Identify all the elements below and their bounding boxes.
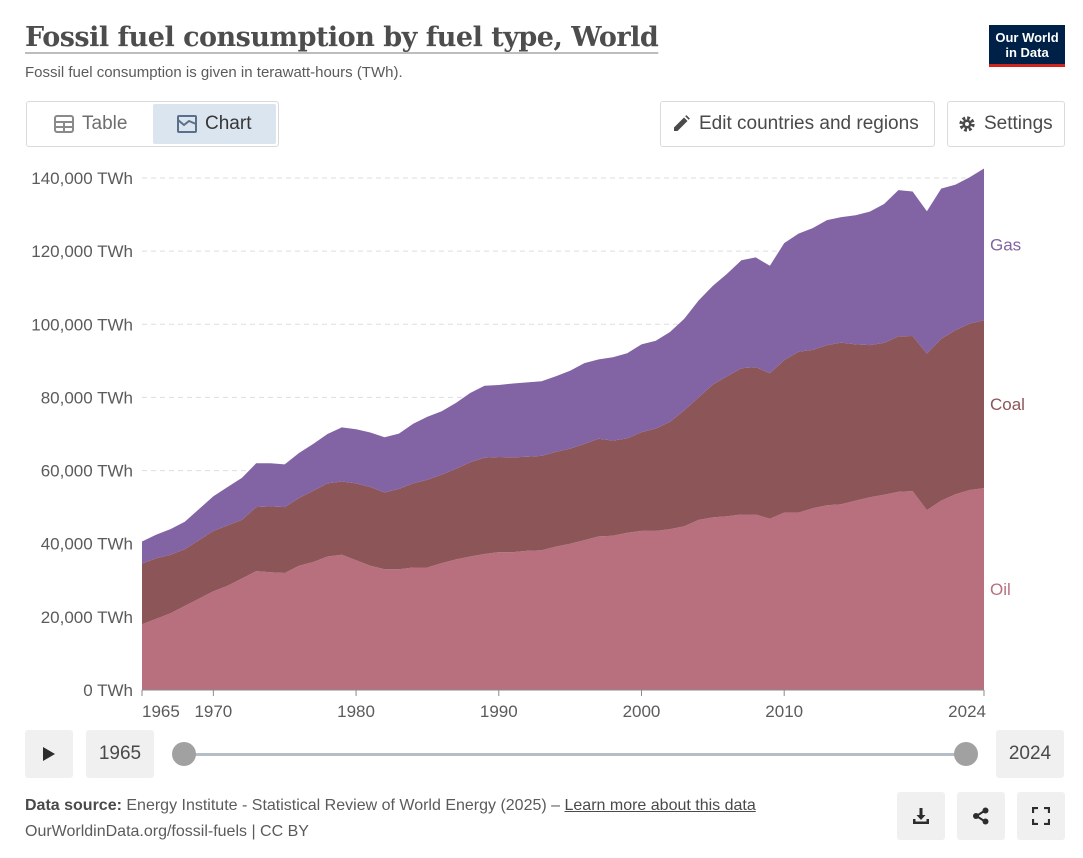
footer: Data source: Energy Institute - Statisti… (25, 793, 756, 845)
x-tick-label: 1970 (194, 702, 232, 721)
gear-icon (959, 116, 975, 132)
area-oil[interactable] (142, 488, 984, 690)
y-tick-label: 60,000 TWh (41, 462, 133, 481)
source-text: Energy Institute - Statistical Review of… (126, 797, 561, 814)
timeline-track[interactable] (184, 753, 966, 756)
settings-button[interactable]: Settings (947, 101, 1065, 147)
timeline: 1965 2024 (0, 730, 1083, 780)
end-year-box[interactable]: 2024 (996, 730, 1064, 778)
area-layer (142, 168, 984, 690)
series-label-coal: Coal (990, 395, 1025, 414)
play-button[interactable] (25, 730, 73, 778)
axes: 0 TWh 20,000 TWh 40,000 TWh 60,000 TWh 80,00… (31, 169, 986, 721)
y-tick-label: 140,000 TWh (31, 169, 133, 188)
tab-table-label: Table (82, 113, 128, 134)
tab-chart-label: Chart (205, 113, 252, 134)
x-tick-label: 1965 (142, 702, 180, 721)
series-labels: Oil Coal Gas (990, 235, 1025, 599)
x-tick-label: 1990 (480, 702, 518, 721)
area-gas[interactable] (142, 168, 984, 564)
logo-line-1: Our World (995, 30, 1059, 45)
x-tick-label: 1980 (337, 702, 375, 721)
y-tick-label: 0 TWh (83, 681, 133, 700)
edit-countries-label: Edit countries and regions (699, 113, 919, 134)
series-label-gas: Gas (990, 235, 1021, 254)
page-subtitle: Fossil fuel consumption is given in tera… (25, 64, 403, 81)
edit-countries-button[interactable]: Edit countries and regions (660, 101, 935, 147)
fullscreen-icon (1032, 807, 1050, 825)
stacked-area-chart: 0 TWh 20,000 TWh 40,000 TWh 60,000 TWh 80,00… (31, 168, 1025, 721)
url-line[interactable]: OurWorldinData.org/fossil-fuels | CC BY (25, 823, 309, 840)
y-tick-label: 80,000 TWh (41, 388, 133, 407)
chart-icon (177, 115, 198, 133)
logo-line-2: in Data (1005, 45, 1049, 60)
view-tabs: Table Chart (26, 101, 279, 147)
download-button[interactable] (897, 792, 945, 840)
start-year-box[interactable]: 1965 (86, 730, 154, 778)
tab-chart[interactable]: Chart (152, 104, 276, 144)
tab-table[interactable]: Table (29, 104, 153, 144)
settings-label: Settings (984, 113, 1053, 134)
y-tick-label: 100,000 TWh (31, 315, 133, 334)
y-tick-label: 120,000 TWh (31, 242, 133, 261)
share-icon (973, 807, 989, 825)
y-tick-label: 40,000 TWh (41, 535, 133, 554)
share-button[interactable] (957, 792, 1005, 840)
download-icon (913, 808, 929, 824)
x-tick-label: 2024 (948, 702, 986, 721)
y-tick-label: 20,000 TWh (41, 608, 133, 627)
area-coal[interactable] (142, 320, 984, 625)
play-icon (43, 747, 55, 761)
source-label: Data source: (25, 797, 122, 814)
table-icon (54, 115, 75, 133)
pencil-icon (674, 115, 690, 131)
end-year-handle[interactable] (954, 742, 978, 766)
x-tick-label: 2010 (765, 702, 803, 721)
page-title[interactable]: Fossil fuel consumption by fuel type, Wo… (25, 22, 659, 53)
source-line: Data source: Energy Institute - Statisti… (25, 793, 756, 819)
series-label-oil: Oil (990, 580, 1011, 599)
start-year-handle[interactable] (172, 742, 196, 766)
fullscreen-button[interactable] (1017, 792, 1065, 840)
x-tick-label: 2000 (623, 702, 661, 721)
learn-more-link[interactable]: Learn more about this data (564, 797, 756, 814)
owid-logo[interactable]: Our World in Data (989, 25, 1065, 67)
